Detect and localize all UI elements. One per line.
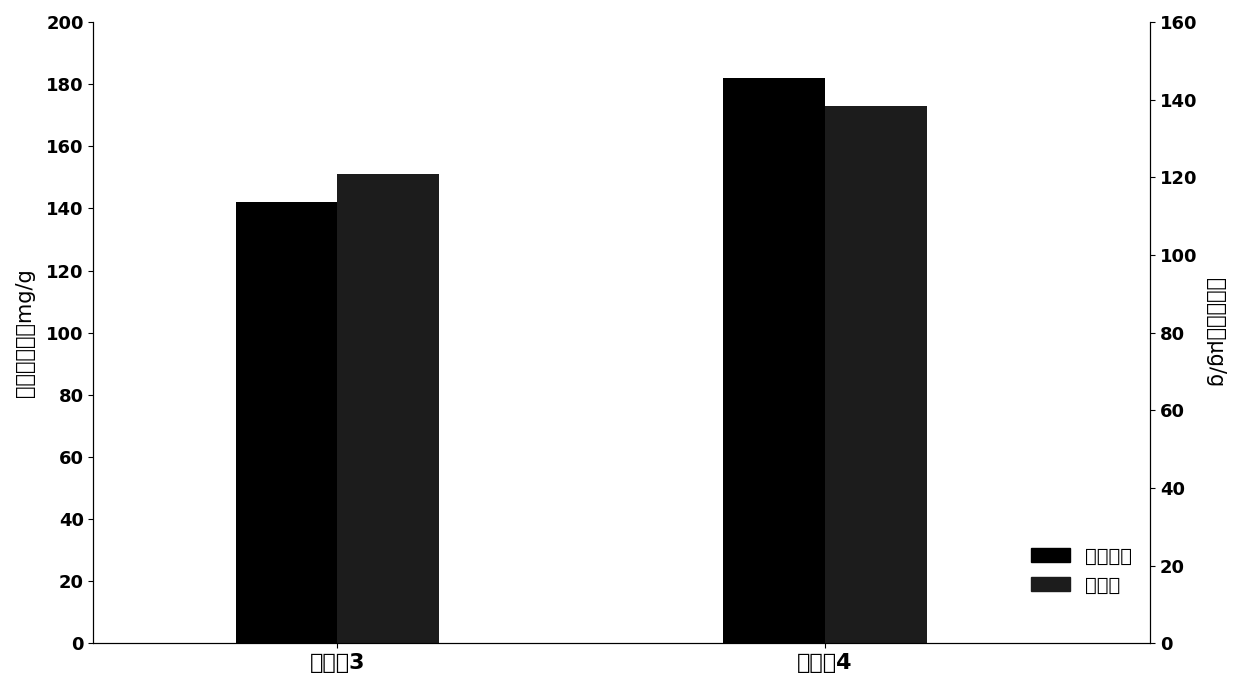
Bar — [236, 202, 337, 643]
Legend: 可溶性糖, 叶绿素: 可溶性糖, 叶绿素 — [1023, 539, 1141, 603]
Bar — [337, 174, 439, 643]
Y-axis label: 叶绿素含量μg/g: 叶绿素含量μg/g — [1205, 278, 1225, 387]
Y-axis label: 可溶性糖含量mg/g: 可溶性糖含量mg/g — [15, 268, 35, 397]
Bar — [825, 106, 926, 643]
Bar — [723, 78, 825, 643]
